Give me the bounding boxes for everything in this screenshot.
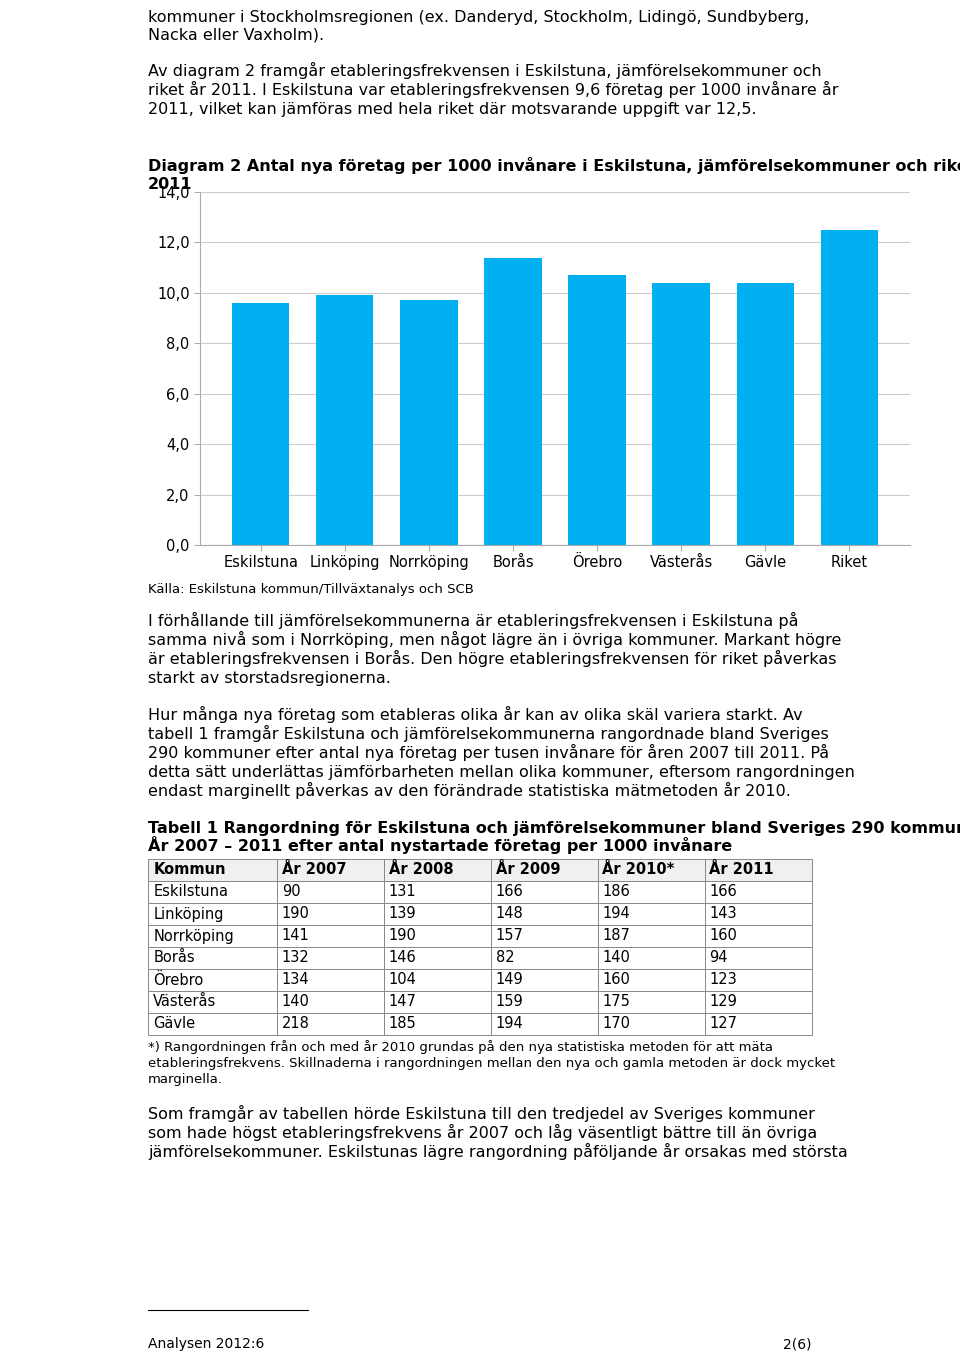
Text: marginella.: marginella. xyxy=(148,1073,223,1086)
Text: tabell 1 framgår Eskilstuna och jämförelsekommunerna rangordnade bland Sveriges: tabell 1 framgår Eskilstuna och jämförel… xyxy=(148,726,828,742)
Text: etableringsfrekvens. Skillnaderna i rangordningen mellan den nya och gamla metod: etableringsfrekvens. Skillnaderna i rang… xyxy=(148,1057,835,1071)
Text: Nacka eller Vaxholm).: Nacka eller Vaxholm). xyxy=(148,27,324,42)
Bar xyxy=(485,257,541,545)
Text: Av diagram 2 framgår etableringsfrekvensen i Eskilstuna, jämförelsekommuner och: Av diagram 2 framgår etableringsfrekvens… xyxy=(148,62,822,79)
Text: Som framgår av tabellen hörde Eskilstuna till den tredjedel av Sveriges kommuner: Som framgår av tabellen hörde Eskilstuna… xyxy=(148,1105,815,1123)
Text: Analysen 2012:6: Analysen 2012:6 xyxy=(148,1338,264,1351)
Bar xyxy=(400,300,458,545)
Text: 2011: 2011 xyxy=(148,177,193,192)
Text: jämförelsekommuner. Eskilstunas lägre rangordning påföljande år orsakas med stör: jämförelsekommuner. Eskilstunas lägre ra… xyxy=(148,1143,848,1160)
Text: 2011, vilket kan jämföras med hela riket där motsvarande uppgift var 12,5.: 2011, vilket kan jämföras med hela riket… xyxy=(148,103,756,116)
Bar xyxy=(736,283,794,545)
Text: är etableringsfrekvensen i Borås. Den högre etableringsfrekvensen för riket påve: är etableringsfrekvensen i Borås. Den hö… xyxy=(148,650,836,667)
Text: samma nivå som i Norrköping, men något lägre än i övriga kommuner. Markant högre: samma nivå som i Norrköping, men något l… xyxy=(148,631,841,648)
Bar xyxy=(653,283,709,545)
Text: starkt av storstadsregionerna.: starkt av storstadsregionerna. xyxy=(148,671,391,686)
Bar xyxy=(316,296,373,545)
Text: Hur många nya företag som etableras olika år kan av olika skäl variera starkt. A: Hur många nya företag som etableras olik… xyxy=(148,706,803,723)
Bar xyxy=(232,303,289,545)
Text: Källa: Eskilstuna kommun/Tillväxtanalys och SCB: Källa: Eskilstuna kommun/Tillväxtanalys … xyxy=(148,583,474,596)
Text: riket år 2011. I Eskilstuna var etableringsfrekvensen 9,6 företag per 1000 invån: riket år 2011. I Eskilstuna var etableri… xyxy=(148,81,838,99)
Text: 2(6): 2(6) xyxy=(783,1338,812,1351)
Text: Diagram 2 Antal nya företag per 1000 invånare i Eskilstuna, jämförelsekommuner o: Diagram 2 Antal nya företag per 1000 inv… xyxy=(148,157,960,174)
Text: *) Rangordningen från och med år 2010 grundas på den nya statistiska metoden för: *) Rangordningen från och med år 2010 gr… xyxy=(148,1040,773,1054)
Text: detta sätt underlättas jämförbarheten mellan olika kommuner, eftersom rangordnin: detta sätt underlättas jämförbarheten me… xyxy=(148,765,854,780)
Text: 290 kommuner efter antal nya företag per tusen invånare för åren 2007 till 2011.: 290 kommuner efter antal nya företag per… xyxy=(148,743,829,761)
Text: I förhållande till jämförelsekommunerna är etableringsfrekvensen i Eskilstuna på: I förhållande till jämförelsekommunerna … xyxy=(148,612,799,628)
Bar xyxy=(821,230,877,545)
Text: som hade högst etableringsfrekvens år 2007 och låg väsentligt bättre till än övr: som hade högst etableringsfrekvens år 20… xyxy=(148,1124,817,1140)
Text: År 2007 – 2011 efter antal nystartade företag per 1000 invånare: År 2007 – 2011 efter antal nystartade fö… xyxy=(148,836,732,854)
Text: Tabell 1 Rangordning för Eskilstuna och jämförelsekommuner bland Sveriges 290 ko: Tabell 1 Rangordning för Eskilstuna och … xyxy=(148,821,960,836)
Bar xyxy=(568,275,626,545)
Text: kommuner i Stockholmsregionen (ex. Danderyd, Stockholm, Lidingö, Sundbyberg,: kommuner i Stockholmsregionen (ex. Dande… xyxy=(148,10,809,25)
Text: endast marginellt påverkas av den förändrade statistiska mätmetoden år 2010.: endast marginellt påverkas av den föränd… xyxy=(148,782,791,799)
